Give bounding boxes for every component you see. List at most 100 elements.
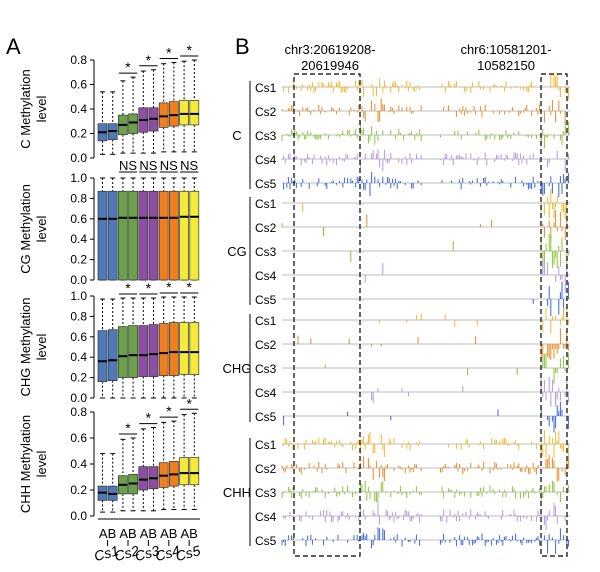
- track-label: Cs3: [255, 129, 277, 143]
- context-label: CHH: [223, 485, 251, 500]
- box-8: [169, 420, 179, 510]
- methylation-signal: [364, 260, 568, 293]
- track-label: Cs4: [255, 153, 277, 167]
- y-axis-label: CG Methylation: [18, 184, 33, 274]
- box-2: [107, 91, 118, 155]
- box-9: [179, 296, 189, 399]
- panel-a-label: A: [6, 34, 21, 59]
- track-label: Cs5: [255, 293, 277, 307]
- context-group-C: C Cs1 Cs2 Cs3 Cs4 Cs5: [232, 72, 570, 198]
- track-label: Cs4: [255, 269, 277, 283]
- y-tick-label: 0.2: [70, 371, 87, 385]
- methylation-signal: [324, 352, 569, 384]
- y-axis-label: level: [34, 334, 49, 361]
- significance-label: NS: [160, 158, 178, 173]
- track-label: Cs5: [255, 410, 277, 424]
- boxplot-3: 0.0 0.2 0.4 0.6 0.8 1.0 CHG Methylation level * *…: [18, 279, 200, 405]
- box-8: [169, 177, 179, 281]
- y-tick-label: 0.6: [70, 78, 87, 92]
- box-body: [189, 100, 200, 126]
- significance-label: *: [125, 59, 131, 75]
- y-tick-label: 0.2: [70, 127, 87, 141]
- region-1-title-line2: 20619946: [301, 58, 359, 73]
- y-tick-label: 0.4: [70, 350, 87, 364]
- box-2: [107, 453, 118, 513]
- track-label: Cs1: [255, 81, 277, 95]
- ab-label: AB: [140, 526, 157, 541]
- box-1: [97, 453, 108, 513]
- track-label: Cs1: [255, 438, 277, 452]
- y-tick-label: 0.0: [70, 273, 87, 287]
- x-group-label: Cs5: [174, 542, 202, 564]
- box-6: [148, 427, 159, 512]
- box-body: [107, 329, 118, 382]
- box-4: [128, 76, 138, 154]
- box-9: [179, 414, 189, 510]
- box-body: [118, 326, 128, 378]
- box-body: [158, 323, 169, 376]
- context-group-CG: CG Cs1 Cs2 Cs3 Cs4 Cs5: [227, 188, 570, 316]
- box-body: [148, 190, 159, 281]
- x-group-label: Cs1: [92, 542, 120, 564]
- methylation-signal: [283, 430, 569, 459]
- significance-label: *: [186, 395, 192, 411]
- y-tick-label: 0.4: [70, 457, 87, 471]
- box-body: [179, 190, 189, 281]
- x-group-label: Cs2: [113, 542, 141, 564]
- region-2-title-line2: 10582150: [477, 58, 535, 73]
- box-2: [107, 298, 118, 399]
- box-7: [158, 177, 169, 281]
- box-4: [128, 297, 138, 399]
- panel-b-label: B: [235, 34, 250, 59]
- significance-label: *: [146, 52, 152, 68]
- box-5: [138, 177, 149, 281]
- significance-label: NS: [119, 158, 137, 173]
- significance-label: *: [125, 420, 131, 436]
- box-body: [169, 101, 179, 127]
- region-2-title-line1: chr6:10581201-: [460, 42, 551, 57]
- y-tick-label: 0.8: [70, 191, 87, 205]
- methylation-signal: [281, 454, 569, 482]
- box-body: [118, 190, 128, 281]
- track-label: Cs5: [255, 177, 277, 191]
- methylation-signal: [532, 281, 569, 316]
- y-tick-label: 1.0: [70, 171, 87, 185]
- box-4: [128, 177, 138, 281]
- box-3: [118, 438, 128, 512]
- box-1: [97, 177, 108, 281]
- box-10: [189, 412, 200, 510]
- y-tick-label: 0.0: [70, 151, 87, 165]
- box-5: [138, 428, 149, 512]
- boxplot-1: 0.0 0.2 0.4 0.6 0.8 C Methylation level * * * *: [18, 42, 200, 165]
- significance-label: *: [146, 280, 152, 296]
- box-3: [118, 177, 128, 281]
- context-label: C: [232, 128, 241, 143]
- y-axis-label: CHG Methylation: [18, 298, 33, 397]
- box-body: [169, 322, 179, 376]
- methylation-signal: [281, 149, 569, 172]
- box-10: [189, 177, 200, 281]
- box-body: [158, 102, 169, 128]
- y-axis-label: level: [34, 216, 49, 243]
- methylation-signal: [283, 171, 569, 198]
- region-box-2: [540, 73, 568, 557]
- y-axis-label: level: [34, 451, 49, 478]
- significance-label: *: [125, 280, 131, 296]
- y-tick-label: 0.2: [70, 483, 87, 497]
- context-group-CHG: CHG Cs1 Cs2 Cs3 Cs4 Cs5: [223, 304, 570, 433]
- y-tick-label: 0.8: [70, 53, 87, 67]
- box-8: [169, 61, 179, 153]
- track-label: Cs2: [255, 221, 277, 235]
- box-7: [158, 421, 169, 510]
- methylation-signal: [302, 188, 568, 220]
- box-9: [179, 60, 189, 153]
- box-body: [179, 322, 189, 375]
- methylation-signal: [281, 98, 566, 125]
- ab-label: AB: [181, 526, 198, 541]
- context-group-CHH: CHH Cs1 Cs2 Cs3 Cs4 Cs5: [223, 430, 570, 555]
- box-2: [107, 177, 118, 281]
- box-8: [169, 296, 179, 399]
- box-body: [138, 466, 149, 491]
- box-body: [169, 190, 179, 281]
